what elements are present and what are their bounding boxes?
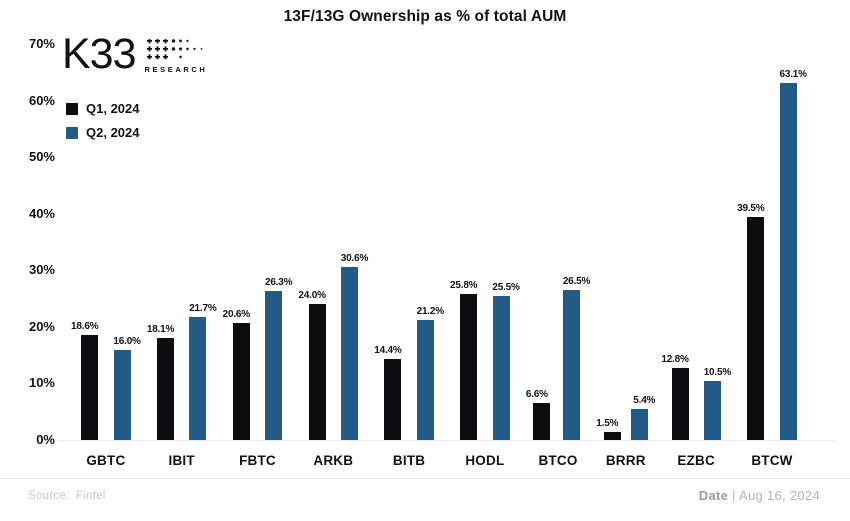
legend-label: Q2, 2024 (86, 125, 140, 140)
bar-q1 (671, 367, 689, 440)
y-tick-label: 50% (28, 149, 55, 165)
y-tick-label: 40% (28, 205, 55, 221)
footer-divider (0, 478, 850, 479)
category-label: HODL (465, 453, 505, 468)
y-tick-label: 10% (28, 375, 55, 391)
bar-q1 (157, 337, 174, 440)
bar-value-label: 16.0% (113, 335, 141, 347)
bar-value-label: 14.4% (374, 344, 402, 356)
legend-item: Q1, 2024 (66, 101, 140, 116)
plot-area: 18.6% 16.0% GBTC 18.1% 21.7% IBIT 20.6% 26.3% FB… (68, 44, 810, 468)
bar-group: 39.5% 63.1% BTCW (737, 44, 807, 468)
bar-value-label: 39.5% (737, 202, 765, 214)
bar-q1 (232, 323, 250, 440)
bar-q2 (562, 290, 580, 440)
category-label: ARKB (313, 453, 354, 468)
bar-group: 18.1% 21.7% IBIT (147, 44, 217, 468)
bar-value-label: 25.5% (492, 281, 520, 293)
footer-source: Source: Fintel (28, 490, 106, 502)
bar-q1 (81, 334, 99, 440)
legend-swatch (66, 126, 78, 139)
category-label: EZBC (677, 453, 715, 468)
bar-group: 20.6% 26.3% FBTC (223, 44, 293, 468)
legend-item: Q2, 2024 (66, 125, 140, 140)
bar-value-label: 21.2% (416, 306, 445, 318)
bar-value-label: 20.6% (222, 309, 251, 321)
y-tick-label: 20% (28, 318, 55, 334)
bar-q1 (747, 216, 765, 440)
footer-date: Date | Aug 16, 2024 (699, 488, 820, 503)
bar-group: 25.8% 25.5% HODL (450, 44, 520, 468)
bar-q1 (533, 402, 551, 440)
bar-value-label: 30.6% (340, 252, 369, 264)
date-value: | Aug 16, 2024 (732, 488, 820, 503)
bar-value-label: 18.1% (146, 323, 175, 335)
bar-value-label: 26.3% (264, 277, 293, 289)
x-axis-line (58, 440, 834, 441)
category-label: GBTC (86, 453, 126, 468)
legend-swatch (66, 102, 78, 115)
bar-q2 (630, 409, 648, 440)
bar-q1 (603, 431, 621, 440)
y-tick-label: 0% (36, 432, 55, 447)
category-label: BTCO (538, 453, 578, 468)
legend: Q1, 2024 Q2, 2024 (66, 101, 140, 140)
category-label: IBIT (168, 453, 195, 468)
source-value: Fintel (75, 490, 106, 502)
category-label: FBTC (239, 453, 276, 468)
bar-group: 12.8% 10.5% EZBC (661, 44, 731, 468)
chart-title: 13F/13G Ownership as % of total AUM (283, 8, 567, 25)
bar-group: 1.5% 5.4% BRRR (596, 44, 655, 468)
legend-label: Q1, 2024 (86, 101, 140, 116)
date-label: Date (698, 488, 729, 503)
bar-group: 24.0% 30.6% ARKB (298, 44, 368, 468)
bar-q2 (340, 266, 358, 440)
bar-q2 (703, 380, 721, 440)
bar-group: 18.6% 16.0% GBTC (71, 44, 141, 468)
bar-value-label: 18.6% (71, 320, 99, 332)
bar-q2 (779, 83, 797, 440)
bar-q2 (492, 295, 510, 440)
category-label: BTCW (751, 453, 793, 468)
bar-value-label: 24.0% (298, 290, 326, 302)
bar-q1 (384, 358, 402, 440)
bar-value-label: 25.8% (450, 280, 478, 292)
bar-group: 6.6% 26.5% BTCO (526, 44, 591, 468)
bar-value-label: 12.8% (661, 353, 689, 365)
k33-logo-dots-icon (146, 39, 202, 60)
bar-value-label: 21.7% (189, 303, 217, 315)
bar-q2 (416, 320, 434, 440)
bar-value-label: 26.5% (562, 276, 591, 288)
bar-q1 (308, 304, 326, 440)
source-label: Source: (28, 490, 70, 502)
y-tick-label: 30% (28, 262, 55, 278)
bar-value-label: 10.5% (703, 366, 732, 378)
k33-logo-text: K33 (62, 30, 137, 78)
k33-logo: K33 RESEARCH (62, 33, 207, 76)
category-label: BRRR (605, 453, 646, 468)
k33-logo-research-text: RESEARCH (144, 65, 208, 74)
y-tick-label: 70% (28, 36, 55, 51)
bar-value-label: 1.5% (596, 417, 619, 429)
bar-group: 14.4% 21.2% BITB (374, 44, 444, 468)
bar-value-label: 6.6% (525, 388, 548, 400)
category-label: BITB (392, 453, 426, 468)
bar-q2 (265, 291, 283, 440)
bar-q1 (460, 294, 478, 440)
y-tick-label: 60% (28, 92, 55, 108)
bar-value-label: 63.1% (779, 69, 807, 81)
bar-q2 (113, 349, 131, 440)
bar-q2 (189, 317, 207, 440)
bar-value-label: 5.4% (633, 395, 656, 407)
